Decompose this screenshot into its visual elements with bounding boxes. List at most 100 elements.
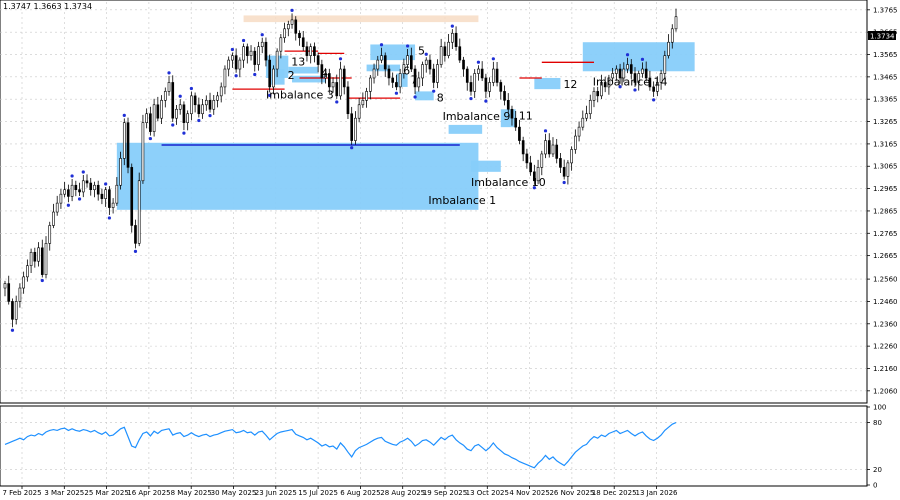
candle-body — [219, 86, 223, 97]
candle-body — [186, 113, 189, 123]
candle-body — [234, 55, 238, 70]
candle-body — [629, 64, 633, 74]
ohlc-readout: 1.3747 1.3663 1.3734 — [3, 2, 92, 11]
candle-body — [495, 68, 499, 83]
indicator-series-line — [4, 422, 677, 469]
candle-body — [204, 100, 208, 106]
candle-body — [670, 28, 674, 43]
current-price-tag-text: 1.3734 — [870, 33, 895, 41]
time-tick-label: 19 Sep 2025 — [423, 489, 467, 497]
candle-body — [74, 184, 78, 191]
fractal-up-marker — [424, 52, 428, 56]
candle-body — [633, 73, 637, 83]
candle-body — [48, 225, 52, 244]
candle-body — [406, 55, 409, 65]
candle-body — [357, 104, 361, 119]
candle-body — [395, 82, 398, 88]
fractal-up-marker — [81, 170, 85, 174]
fractal-up-marker — [122, 113, 126, 117]
price-tick-label: 1.2665 — [873, 252, 898, 260]
fractal-down-marker — [484, 99, 488, 103]
candle-body — [469, 82, 473, 92]
candle-body — [275, 50, 279, 70]
candle-body — [156, 104, 160, 119]
candle-body — [55, 202, 59, 213]
fractal-down-marker — [234, 74, 238, 78]
time-tick-label: 18 Dec 2025 — [592, 489, 637, 497]
candle-body — [260, 41, 264, 47]
candle-body — [212, 100, 216, 110]
candle-body — [190, 95, 193, 115]
imbalance-zone — [448, 124, 483, 134]
candle-body — [152, 104, 156, 132]
candle-body — [499, 82, 503, 92]
fractal-up-marker — [406, 44, 410, 48]
price-tick-label: 1.3365 — [873, 96, 898, 104]
time-tick-label: 7 Feb 2025 — [2, 489, 41, 497]
candle-body — [160, 100, 163, 119]
candle-body — [555, 144, 559, 159]
indicator-gridlines — [0, 407, 866, 485]
candle-body — [465, 68, 469, 83]
candle-body — [122, 122, 126, 159]
candle-body — [104, 189, 107, 199]
zone-label: 11 — [519, 109, 533, 122]
candle-body — [96, 184, 100, 195]
fractal-up-marker — [450, 24, 454, 28]
time-tick-label: 28 Aug 2025 — [380, 489, 425, 497]
candle-body — [421, 64, 424, 79]
candle-body — [245, 46, 249, 56]
zone-label: Imbalance 14 — [593, 75, 668, 88]
candle-body — [607, 77, 611, 88]
candle-body — [480, 68, 484, 79]
candle-body — [380, 55, 383, 61]
candle-body — [305, 46, 309, 56]
fractal-down-marker — [432, 89, 436, 93]
fractal-down-marker — [197, 118, 201, 123]
candle-body — [18, 287, 22, 302]
candle-body — [335, 82, 339, 97]
candle-body — [506, 100, 510, 110]
candle-body — [372, 68, 376, 79]
candle-body — [342, 68, 346, 88]
time-tick-label: 3 Mar 2025 — [44, 489, 84, 497]
candle-body — [518, 126, 521, 141]
candle-body — [279, 37, 283, 52]
fractal-up-marker — [104, 182, 108, 186]
price-tick-label: 1.2160 — [873, 365, 898, 373]
candle-body — [659, 73, 663, 83]
price-tick-label: 1.2360 — [873, 320, 898, 328]
candle-body — [559, 158, 562, 168]
zone-label: 4 — [321, 67, 328, 80]
candle-body — [603, 82, 607, 88]
price-tick-label: 1.3565 — [873, 51, 898, 59]
price-tick-label: 1.3065 — [873, 163, 898, 171]
fractal-down-marker — [66, 203, 70, 207]
candle-body — [85, 180, 89, 184]
candle-body — [52, 211, 55, 226]
fractal-down-marker — [633, 88, 637, 92]
price-panel[interactable]: Imbalance 1 2 Imbalance 3 4 567 8 Imbalance 9 I… — [0, 0, 868, 404]
zone-rectangles — [116, 15, 695, 210]
candle-body — [167, 82, 171, 92]
time-tick-label: 23 Jun 2025 — [255, 489, 297, 497]
price-tick-label: 1.2460 — [873, 298, 898, 306]
candle-body — [410, 55, 413, 70]
fractal-up-marker — [491, 57, 495, 61]
candle-body — [182, 104, 186, 123]
candle-body — [14, 301, 18, 320]
candle-body — [648, 77, 652, 88]
candle-body — [126, 122, 130, 168]
candle-body — [313, 46, 316, 56]
candle-body — [387, 68, 391, 79]
candle-body — [137, 180, 141, 244]
indicator-panel[interactable] — [0, 405, 868, 487]
fractal-down-marker — [413, 95, 417, 99]
candle-body — [40, 247, 44, 275]
candle-body — [439, 46, 443, 65]
candle-body — [436, 64, 439, 83]
candle-body — [67, 189, 70, 197]
candle-body — [618, 68, 622, 79]
